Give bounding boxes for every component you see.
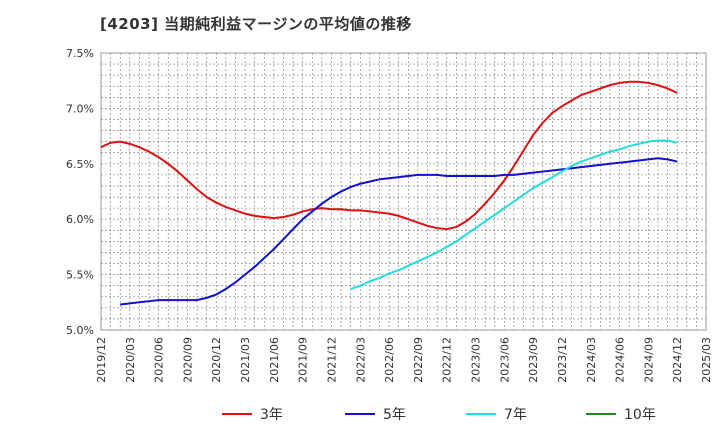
x-tick-label: 2021/03 — [239, 337, 252, 383]
x-tick-label: 2020/12 — [210, 337, 223, 383]
y-tick-label: 6.5% — [66, 158, 94, 171]
y-tick-label: 5.5% — [66, 269, 94, 282]
chart-title: [4203] 当期純利益マージンの平均値の推移 — [100, 15, 412, 33]
y-tick-label: 7.5% — [66, 47, 94, 60]
x-tick-label: 2022/06 — [383, 337, 396, 383]
x-tick-label: 2024/03 — [585, 337, 598, 383]
x-tick-label: 2020/03 — [124, 337, 137, 383]
x-tick-label: 2025/03 — [700, 337, 713, 383]
x-tick-label: 2021/12 — [325, 337, 338, 383]
y-tick-label: 6.0% — [66, 213, 94, 226]
series-lines — [100, 80, 678, 306]
series-line — [120, 157, 678, 306]
x-tick-label: 2023/12 — [556, 337, 569, 383]
x-tick-label: 2023/03 — [470, 337, 483, 383]
legend-label: 7年 — [504, 407, 527, 423]
x-tick-label: 2022/09 — [412, 337, 425, 383]
y-tick-label: 5.0% — [66, 324, 94, 337]
x-tick-label: 2019/12 — [95, 337, 108, 383]
legend: 3年 5年 7年 10年 — [222, 407, 656, 423]
legend-label: 3年 — [260, 407, 283, 423]
x-tick-label: 2020/09 — [181, 337, 194, 383]
x-tick-label: 2022/12 — [441, 337, 454, 383]
gridlines — [101, 53, 706, 330]
x-tick-label: 2024/06 — [614, 337, 627, 383]
x-tick-label: 2021/06 — [268, 337, 281, 383]
x-tick-label: 2023/06 — [498, 337, 511, 383]
x-tick-label: 2024/12 — [671, 337, 684, 383]
x-tick-label: 2021/09 — [297, 337, 310, 383]
x-tick-label: 2022/03 — [354, 337, 367, 383]
legend-label: 5年 — [383, 407, 406, 423]
y-axis-ticks: 5.0% 5.5% 6.0% 6.5% 7.0% 7.5% — [66, 47, 94, 337]
y-tick-label: 7.0% — [66, 102, 94, 115]
x-tick-label: 2023/09 — [527, 337, 540, 383]
x-tick-label: 2024/09 — [642, 337, 655, 383]
legend-label: 10年 — [624, 407, 656, 423]
x-tick-label: 2020/06 — [153, 337, 166, 383]
series-line — [350, 139, 678, 290]
x-axis-ticks: 2019/12 2020/03 2020/06 2020/09 2020/12 2021/… — [95, 337, 713, 383]
plot-area — [100, 52, 707, 331]
series-line — [100, 80, 678, 231]
